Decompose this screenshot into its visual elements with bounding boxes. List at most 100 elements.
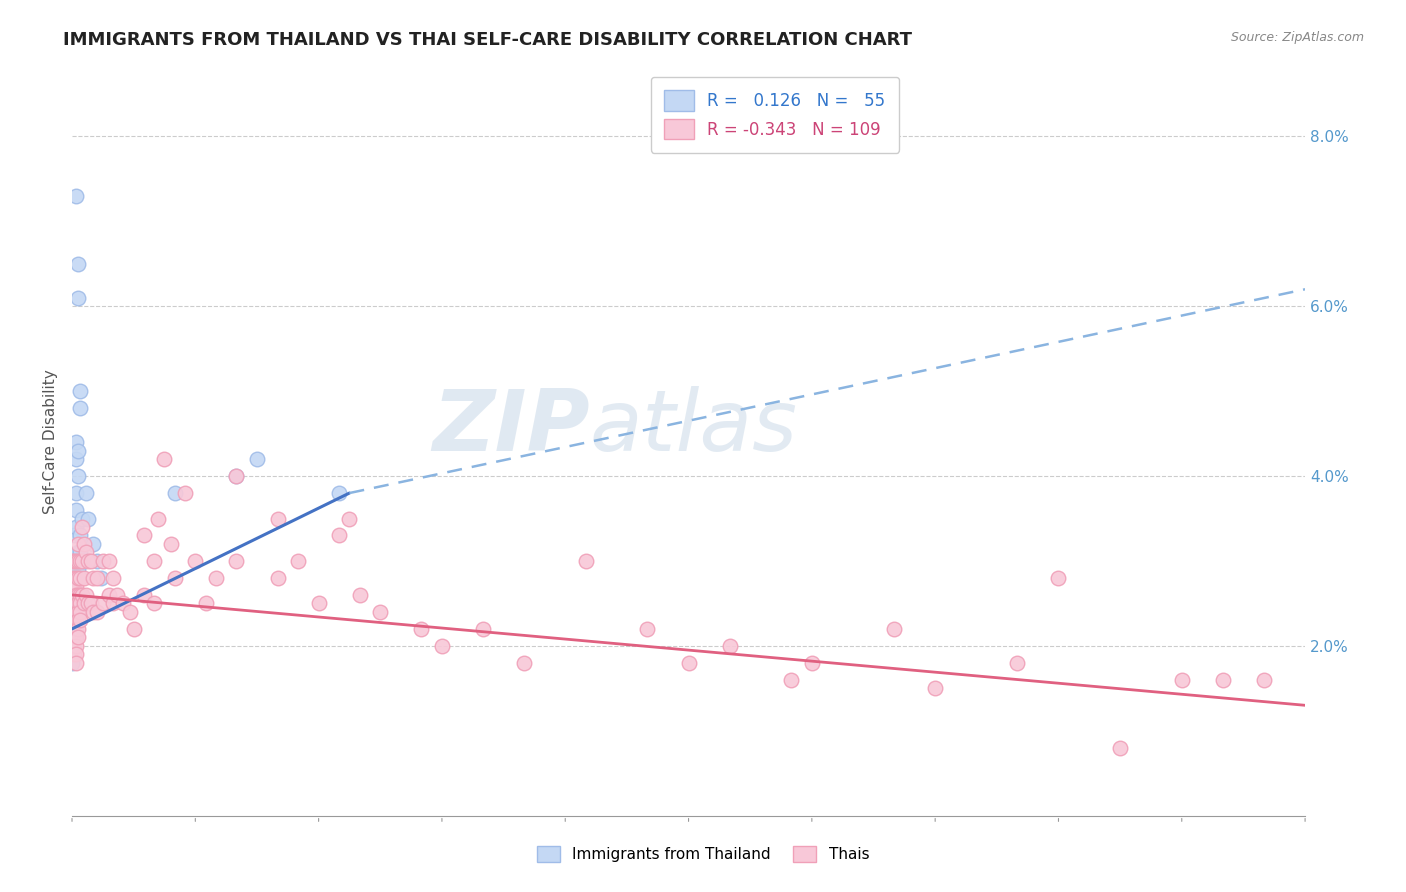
Point [636,622,658,636]
Point [368,605,391,619]
Point [63,571,86,585]
Point [60,622,83,636]
Point [86,605,108,619]
Point [246,452,269,467]
Point [65,605,87,619]
Point [1047,571,1070,585]
Point [60,596,83,610]
Point [72,554,94,568]
Point [65,622,87,636]
Point [65,571,87,585]
Point [718,639,741,653]
Point [349,588,371,602]
Point [69,554,91,568]
Point [60,656,83,670]
Point [65,554,87,568]
Point [67,545,90,559]
Point [82,537,104,551]
Point [65,614,87,628]
Point [72,588,94,602]
Point [60,631,83,645]
Point [69,528,91,542]
Point [65,596,87,610]
Point [266,571,288,585]
Point [924,681,946,696]
Point [63,528,86,542]
Point [63,605,86,619]
Point [69,384,91,399]
Point [1212,673,1234,687]
Point [73,571,96,585]
Point [800,656,823,670]
Point [225,554,247,568]
Point [122,622,145,636]
Point [60,622,83,636]
Point [65,648,87,662]
Point [98,588,121,602]
Point [75,486,97,500]
Point [67,469,90,483]
Point [63,588,86,602]
Point [75,588,97,602]
Point [60,622,83,636]
Point [225,469,247,483]
Point [63,554,86,568]
Point [69,571,91,585]
Point [575,554,598,568]
Point [67,622,90,636]
Point [65,189,87,203]
Point [148,511,170,525]
Point [65,435,87,450]
Point [60,554,83,568]
Point [101,571,124,585]
Point [63,571,86,585]
Point [82,571,104,585]
Point [69,614,91,628]
Point [163,571,186,585]
Point [67,554,90,568]
Point [65,520,87,534]
Point [60,631,83,645]
Point [101,596,124,610]
Point [60,605,83,619]
Point [63,631,86,645]
Point [98,554,121,568]
Point [67,571,90,585]
Point [67,443,90,458]
Point [77,554,100,568]
Point [1109,740,1132,755]
Text: Source: ZipAtlas.com: Source: ZipAtlas.com [1230,31,1364,45]
Point [472,622,495,636]
Point [77,596,100,610]
Point [678,656,700,670]
Point [60,579,83,593]
Point [60,605,83,619]
Legend: Immigrants from Thailand, Thais: Immigrants from Thailand, Thais [530,840,876,868]
Point [1007,656,1029,670]
Point [63,588,86,602]
Point [60,596,83,610]
Point [328,486,350,500]
Point [65,596,87,610]
Point [90,571,112,585]
Point [65,614,87,628]
Point [65,605,87,619]
Point [266,511,288,525]
Point [67,605,90,619]
Point [86,554,108,568]
Point [72,520,94,534]
Point [67,537,90,551]
Point [91,554,114,568]
Point [225,469,247,483]
Point [328,528,350,542]
Point [69,596,91,610]
Point [143,596,166,610]
Point [67,257,90,271]
Point [60,622,83,636]
Point [513,656,536,670]
Point [69,588,91,602]
Point [67,588,90,602]
Point [153,452,176,467]
Point [60,596,83,610]
Point [60,614,83,628]
